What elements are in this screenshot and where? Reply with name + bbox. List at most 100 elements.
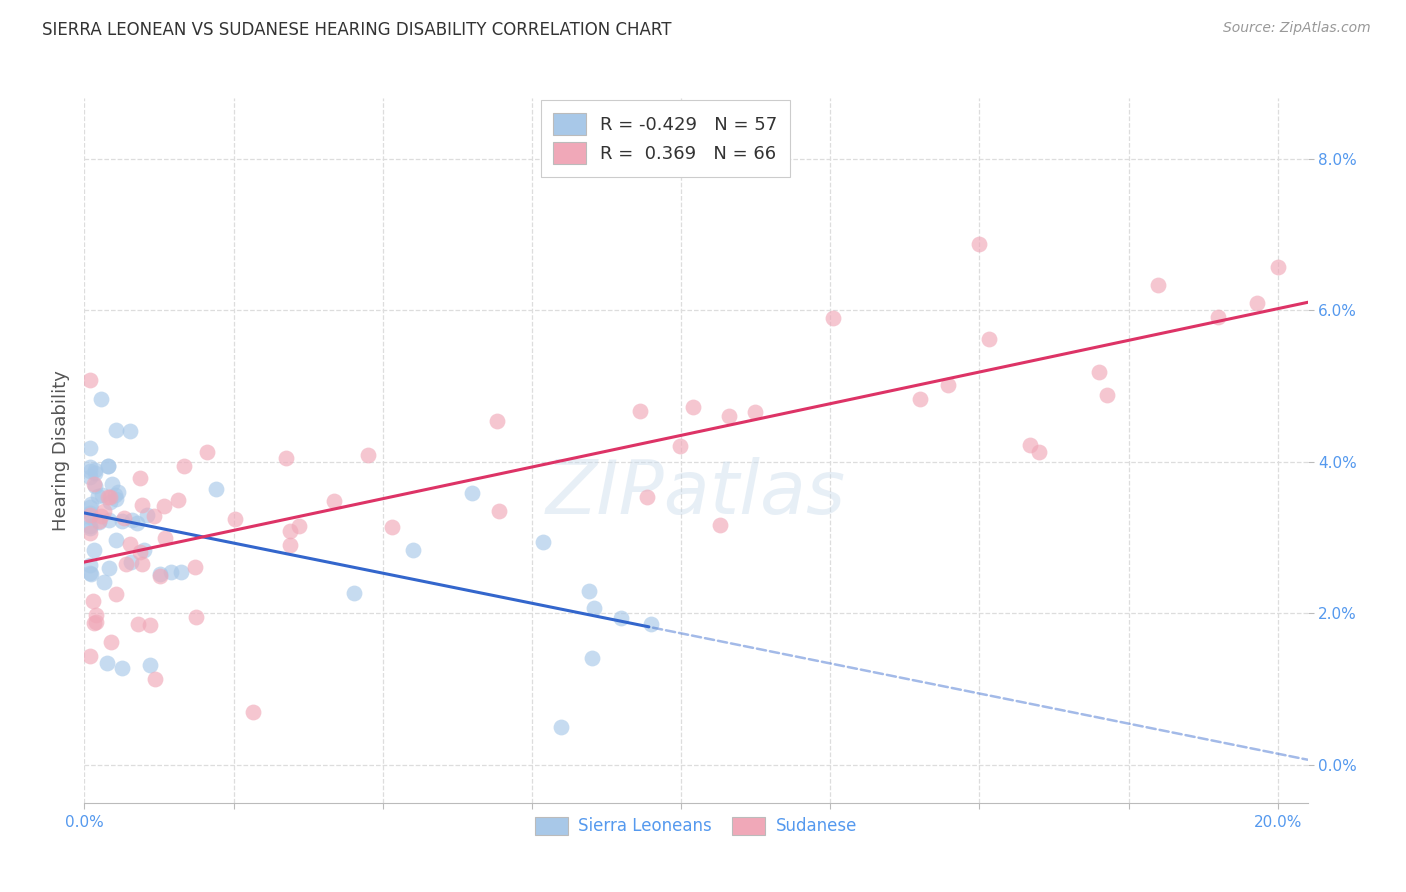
Point: [97, 459, 120, 474]
Point: [97, 561, 120, 575]
Point: [115, 557, 138, 571]
Point: [79, 506, 101, 520]
Point: [111, 661, 134, 675]
Point: [104, 491, 127, 506]
Point: [83, 543, 105, 558]
Point: [97, 490, 120, 504]
Point: [79, 470, 101, 484]
Point: [1267, 260, 1289, 274]
Point: [640, 616, 662, 631]
Point: [1206, 310, 1229, 324]
Point: [132, 542, 155, 557]
Point: [274, 450, 297, 465]
Point: [242, 705, 264, 719]
Point: [83, 463, 105, 477]
Point: [79, 566, 101, 580]
Point: [83, 615, 105, 630]
Point: [79, 442, 101, 456]
Point: [485, 413, 508, 427]
Point: [280, 524, 302, 538]
Point: [84, 615, 107, 630]
Point: [100, 476, 122, 491]
Point: [79, 510, 101, 524]
Point: [167, 492, 190, 507]
Point: [138, 618, 160, 632]
Point: [84, 607, 107, 622]
Point: [821, 310, 844, 325]
Point: [357, 448, 380, 462]
Point: [131, 499, 153, 513]
Point: [111, 514, 134, 528]
Point: [131, 557, 153, 571]
Point: [98, 494, 121, 508]
Point: [401, 542, 423, 557]
Point: [288, 518, 311, 533]
Point: [136, 508, 159, 522]
Point: [531, 535, 554, 549]
Point: [107, 485, 129, 500]
Point: [89, 514, 111, 528]
Point: [461, 486, 484, 500]
Text: Source: ZipAtlas.com: Source: ZipAtlas.com: [1223, 21, 1371, 35]
Point: [278, 538, 301, 552]
Point: [83, 479, 105, 493]
Point: [79, 373, 101, 387]
Point: [83, 467, 105, 481]
Point: [79, 464, 101, 478]
Point: [86, 489, 108, 503]
Point: [96, 656, 118, 670]
Point: [83, 477, 105, 491]
Point: [100, 491, 122, 505]
Point: [104, 488, 127, 502]
Point: [149, 567, 172, 582]
Point: [143, 509, 166, 524]
Point: [578, 584, 600, 599]
Point: [104, 587, 127, 601]
Point: [910, 392, 932, 407]
Point: [79, 500, 101, 514]
Point: [153, 499, 176, 513]
Point: [636, 490, 658, 504]
Point: [153, 531, 176, 545]
Point: [184, 609, 207, 624]
Point: [205, 482, 228, 496]
Point: [90, 392, 112, 407]
Point: [184, 559, 207, 574]
Point: [936, 377, 959, 392]
Point: [224, 512, 246, 526]
Point: [170, 565, 193, 579]
Point: [744, 405, 766, 419]
Legend: Sierra Leoneans, Sudanese: Sierra Leoneans, Sudanese: [527, 808, 865, 844]
Point: [143, 672, 166, 686]
Point: [89, 515, 111, 529]
Text: ZIPatlas: ZIPatlas: [546, 457, 846, 529]
Point: [112, 511, 135, 525]
Point: [610, 611, 633, 625]
Y-axis label: Hearing Disability: Hearing Disability: [52, 370, 70, 531]
Point: [381, 520, 404, 534]
Point: [322, 494, 344, 508]
Point: [120, 555, 142, 569]
Point: [100, 635, 122, 649]
Point: [105, 533, 128, 547]
Point: [1028, 445, 1050, 459]
Point: [127, 616, 149, 631]
Point: [79, 460, 101, 475]
Point: [90, 488, 112, 502]
Point: [79, 649, 101, 664]
Point: [160, 565, 183, 579]
Point: [969, 236, 991, 251]
Point: [79, 508, 101, 523]
Point: [127, 516, 149, 531]
Point: [97, 458, 120, 473]
Point: [1019, 438, 1042, 452]
Point: [79, 526, 101, 541]
Point: [79, 558, 101, 572]
Point: [138, 658, 160, 673]
Point: [105, 423, 128, 437]
Point: [79, 521, 101, 535]
Point: [977, 332, 1000, 346]
Point: [80, 497, 103, 511]
Point: [1147, 277, 1170, 292]
Point: [121, 513, 143, 527]
